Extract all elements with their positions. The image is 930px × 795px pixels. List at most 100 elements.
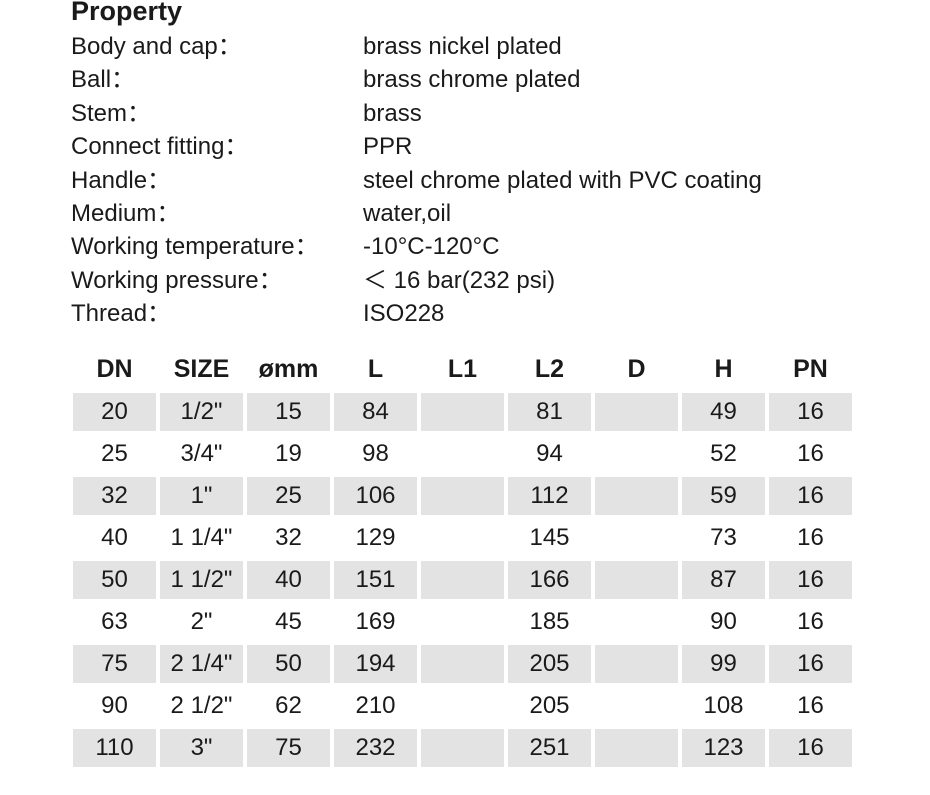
table-cell: 98 [362,440,389,467]
table-cell: 49 [682,393,765,431]
table-row: 20 1/2" 15 84 81 49 16 [73,393,852,431]
property-value: brass chrome plated [363,66,581,94]
property-title: Property [71,0,183,26]
property-label: Handle： [71,166,172,194]
table-cell: 99 [682,645,765,683]
column-header: DN [96,354,133,383]
property-row: Connect fitting： PPR [71,130,851,163]
property-row: Working temperature： -10°C-120°C [71,230,851,263]
table-cell: 108 [703,692,744,719]
table-cell: 50 [247,645,330,683]
table-row: 25 3/4" 19 98 94 52 16 [73,435,852,473]
table-cell: 232 [334,729,417,767]
column-header: L2 [534,354,565,383]
table-cell: 73 [710,524,737,551]
table-cell: 62 [275,692,302,719]
table-cell: 1" [160,477,243,515]
table-cell: 94 [536,440,563,467]
table-cell: 3/4" [180,440,223,467]
property-label: Working pressure： [71,266,283,294]
table-cell: 32 [73,477,156,515]
table-cell: 15 [247,393,330,431]
table-cell: 205 [508,645,591,683]
table-cell: 75 [247,729,330,767]
table-cell: 16 [769,477,852,515]
column-header: L [367,354,384,383]
table-row: 63 2" 45 169 185 90 16 [73,603,852,641]
table-cell: 2" [190,608,213,635]
property-label: Ball： [71,66,136,94]
table-cell: 45 [275,608,302,635]
column-header: H [714,354,733,383]
table-cell [421,687,504,725]
table-cell: 110 [73,729,156,767]
table-cell: 2 1/4" [160,645,243,683]
table-row: 40 1 1/4" 32 129 145 73 16 [73,519,852,557]
table-cell: 106 [334,477,417,515]
property-label: Connect fitting： [71,133,249,161]
table-cell: 251 [508,729,591,767]
property-row: Stem： brass [71,97,851,130]
property-value: brass [363,99,422,127]
spec-table: DN SIZE ømm L L1 L2 D H PN 20 1/2" 15 84 81 49 16 25 3/4… [69,345,856,771]
table-cell: 32 [275,524,302,551]
table-row: 50 1 1/2" 40 151 166 87 16 [73,561,852,599]
column-header: SIZE [173,354,230,383]
table-cell: 63 [101,608,128,635]
table-cell [421,393,504,431]
table-cell: 1 1/2" [160,561,243,599]
property-row: Working pressure： ＜ 16 bar(232 psi) [71,264,851,297]
table-cell: 16 [769,561,852,599]
property-row: Thread： ISO228 [71,297,851,330]
table-cell: 16 [769,729,852,767]
table-cell: 16 [797,524,824,551]
table-row: 110 3" 75 232 251 123 16 [73,729,852,767]
table-cell: 205 [529,692,570,719]
property-row: Medium： water,oil [71,197,851,230]
table-row: 75 2 1/4" 50 194 205 99 16 [73,645,852,683]
table-cell: 16 [797,608,824,635]
property-label: Body and cap： [71,33,242,60]
table-cell: 75 [73,645,156,683]
table-body: 20 1/2" 15 84 81 49 16 25 3/4" 19 98 94 52 16 32 1" 25 10… [73,393,852,767]
table-cell: 16 [797,692,824,719]
property-label: Thread： [71,300,172,328]
table-cell: 16 [797,440,824,467]
table-cell [595,729,678,767]
table-cell: 90 [101,692,128,719]
table-cell: 25 [101,440,128,467]
property-label: Medium： [71,199,181,227]
table-cell: 166 [508,561,591,599]
table-cell: 185 [529,608,570,635]
table-cell: 90 [710,608,737,635]
table-cell: 50 [73,561,156,599]
table-cell: 151 [334,561,417,599]
property-list: Body and cap： brass nickel plated Ball： bra… [71,30,851,331]
table-cell: 112 [508,477,591,515]
table-cell [595,477,678,515]
property-value: PPR [363,133,413,161]
table-cell: 1 1/4" [170,524,233,551]
table-cell: 210 [355,692,396,719]
property-value: ISO228 [363,300,445,328]
property-value: brass nickel plated [363,33,562,60]
table-cell [421,477,504,515]
table-cell: 129 [355,524,396,551]
table-cell [595,687,678,725]
table-cell [595,645,678,683]
property-value: -10°C-120°C [363,233,500,261]
table-cell: 87 [682,561,765,599]
table-cell: 52 [710,440,737,467]
property-value: water,oil [363,199,452,227]
table-cell: 2 1/2" [170,692,233,719]
table-cell: 40 [101,524,128,551]
table-cell: 194 [334,645,417,683]
table-cell: 19 [275,440,302,467]
table-cell [421,561,504,599]
table-cell [595,435,678,473]
table-cell: 16 [769,645,852,683]
table-row: 90 2 1/2" 62 210 205 108 16 [73,687,852,725]
table-cell: 59 [682,477,765,515]
table-cell [421,729,504,767]
property-label: Working temperature： [71,233,319,261]
